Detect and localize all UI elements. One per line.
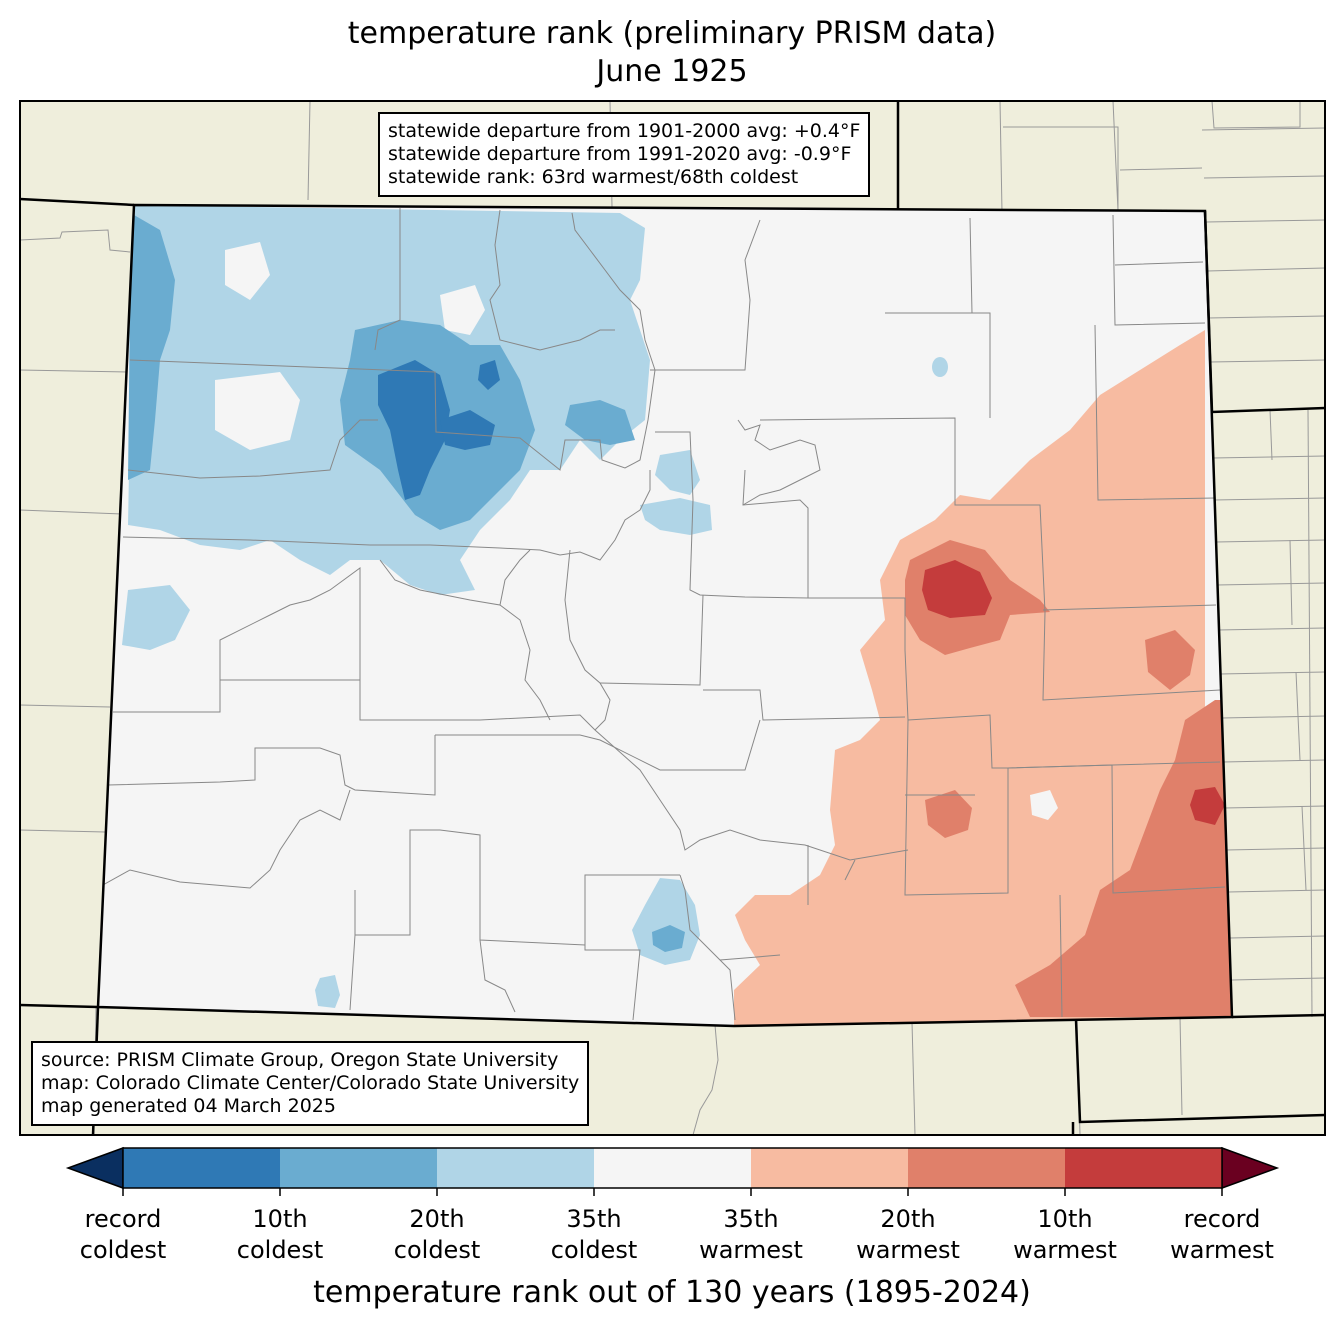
map-frame-border [19,100,1326,1136]
colorbar-tick-label: 10th warmest [995,1204,1135,1266]
rank-area-dark-blue-arm [440,410,495,450]
rank-area-medium-blue-south [652,925,685,952]
rank-area-neutral-hole-3 [440,285,485,335]
colorbar-tick-label-line2: warmest [699,1236,803,1264]
rank-area-light-blue-northeast-patch [655,450,700,495]
colorbar-tick-label-line2: warmest [856,1236,960,1264]
colorbar-tick-label-line2: coldest [393,1236,481,1264]
rank-area-neutral-hole-southeast [1030,790,1058,820]
colorbar-tick-label-line2: coldest [236,1236,324,1264]
rank-area-light-blue-west-patch [122,585,190,650]
colorbar-tick-label-line1: record [84,1205,162,1233]
stats-departure-1991-2020: statewide departure from 1991-2020 avg: … [388,143,852,165]
colorbar [65,1146,1280,1196]
stats-departure-1901-2000: statewide departure from 1901-2000 avg: … [388,120,861,142]
stats-statewide-rank: statewide rank: 63rd warmest/68th coldes… [388,166,799,188]
colorbar-tick-label-line1: record [1183,1205,1261,1233]
state-borders [19,101,1326,1136]
colorbar-tick-label-line2: coldest [550,1236,638,1264]
rank-area-medium-salmon-east-patch [1145,630,1195,690]
rank-area-light-blue-southwest-patch [315,975,340,1008]
colorbar-bin [751,1148,909,1188]
colorbar-tick-label: 35th warmest [681,1204,821,1266]
colorbar-tick-label-line1: 35th [723,1205,779,1233]
colorbar-tick-label: record coldest [53,1204,193,1266]
map-credit-line: map: Colorado Climate Center/Colorado St… [41,1072,580,1094]
colorbar-frame [122,1147,1223,1189]
colorbar-bin [437,1148,595,1188]
rank-area-dark-red-north [922,560,992,618]
map-title-line2: June 1925 [596,54,748,89]
colorado-county-lines [102,208,1226,1021]
colorbar-bin [280,1148,438,1188]
rank-area-light-blue-south-patch [632,878,700,965]
colorbar-tick-label: 10th coldest [210,1204,350,1266]
colorbar-tick-label-line2: coldest [79,1236,167,1264]
colorbar-tick-label-line1: 20th [880,1205,936,1233]
rank-area-dark-blue-core [378,360,450,500]
colorbar-tick-label: 20th coldest [367,1204,507,1266]
rank-area-medium-salmon-south-patch [925,790,972,838]
source-line: source: PRISM Climate Group, Oregon Stat… [41,1049,559,1071]
colorbar-tick-label-line1: 20th [409,1205,465,1233]
colorbar-bin [1065,1148,1223,1188]
colorbar-bin [123,1148,281,1188]
rank-area-light-blue-central-patch [640,498,712,535]
rank-area-dark-blue-spot [478,360,500,390]
rank-area-medium-blue-west [128,215,175,480]
rank-area-neutral-hole-2 [225,242,270,300]
colorbar-tick-label: 20th warmest [838,1204,978,1266]
colorbar-bin [594,1148,752,1188]
rank-area-light-salmon-east [734,330,1205,1026]
colorbar-under-extension [65,1146,124,1190]
statewide-stats-box: statewide departure from 1901-2000 avg: … [378,112,871,197]
colorbar-title: temperature rank out of 130 years (1895-… [313,1275,1031,1310]
colorbar-tick-label: record warmest [1152,1204,1292,1266]
map-generated-line: map generated 04 March 2025 [41,1095,336,1117]
colorbar-tick-label-line2: warmest [1170,1236,1274,1264]
colorbar-tick-label: 35th coldest [524,1204,664,1266]
rank-area-dark-red-southeast [1190,787,1225,825]
rank-area-neutral-hole-1 [215,372,300,450]
map-title-line1: temperature rank (preliminary PRISM data… [347,16,997,51]
colorbar-tick-label-line1: 10th [252,1205,308,1233]
rank-area-light-blue-spot [932,357,948,377]
colorbar-over-extension [1221,1146,1280,1190]
colorbar-tick-label-line2: warmest [1013,1236,1117,1264]
rank-area-medium-salmon-southeast [1015,700,1232,1017]
source-box: source: PRISM Climate Group, Oregon Stat… [31,1041,590,1126]
colorbar-tick-label-line1: 35th [566,1205,622,1233]
colorbar-tick-label-line1: 10th [1037,1205,1093,1233]
colorbar-bin [908,1148,1066,1188]
rank-area-medium-blue-east [565,400,635,445]
